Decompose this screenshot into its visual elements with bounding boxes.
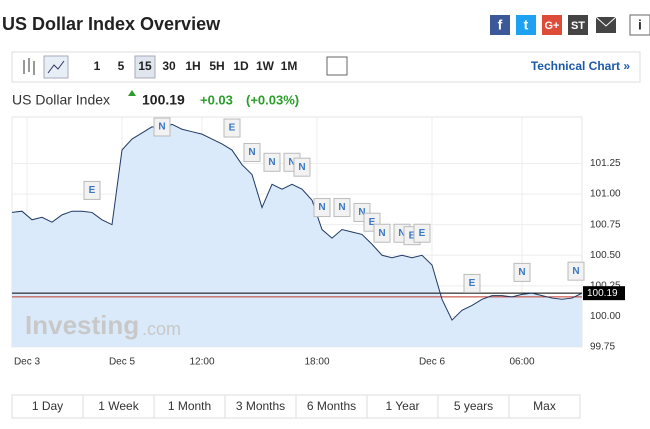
range-button-label: 1 Month <box>168 399 211 413</box>
share-icon-label: G+ <box>545 20 560 32</box>
interval-button[interactable]: 1H <box>185 59 200 73</box>
interval-button[interactable]: 15 <box>138 59 152 73</box>
quote-change-pct: (+0.03%) <box>246 92 299 107</box>
x-tick-label: 18:00 <box>304 357 329 368</box>
event-flag-label: E <box>419 228 426 239</box>
event-flag-label: E <box>229 123 236 134</box>
event-flag[interactable] <box>153 117 171 137</box>
line-icon-glyph <box>47 60 65 74</box>
x-tick-label: Dec 6 <box>419 357 446 368</box>
share-icon-label: t <box>524 17 529 33</box>
interval-button[interactable]: 1 <box>94 59 101 73</box>
range-button-label: 3 Months <box>236 399 285 413</box>
event-flag[interactable] <box>333 198 351 218</box>
share-icon[interactable] <box>516 15 536 35</box>
y-tick-label: 101.00 <box>590 189 621 200</box>
interval-button[interactable]: 30 <box>162 59 176 73</box>
toolbar <box>11 51 641 83</box>
up-arrow <box>128 90 136 96</box>
range-button-label: 1 Day <box>32 399 63 413</box>
interval-button[interactable]: 5 <box>118 59 125 73</box>
y-tick-label: 99.75 <box>590 342 615 353</box>
interval-button[interactable]: 1W <box>256 59 275 73</box>
event-flag-label: N <box>268 157 275 168</box>
interval-active <box>134 55 156 79</box>
range-button-label: 1 Week <box>98 399 139 413</box>
event-flag[interactable] <box>413 223 431 243</box>
event-flag-label: E <box>469 278 476 289</box>
event-flag-label: N <box>158 122 165 133</box>
y-tick-label: 100.75 <box>590 219 621 230</box>
y-tick-label: 100.00 <box>590 311 621 322</box>
x-tick-label: 12:00 <box>189 357 214 368</box>
event-flag[interactable] <box>293 157 311 177</box>
range-button[interactable] <box>508 394 581 419</box>
page-title: US Dollar Index Overview <box>2 14 221 34</box>
quote-change: +0.03 <box>200 92 233 107</box>
event-flag[interactable] <box>263 152 281 172</box>
event-flag[interactable] <box>313 198 331 218</box>
event-flag-label: N <box>398 228 405 239</box>
y-tick-label: 100.25 <box>590 280 621 291</box>
share-icon-label: ST <box>571 20 585 32</box>
range-button-label: 6 Months <box>307 399 356 413</box>
event-flag-label: E <box>409 230 416 241</box>
line <box>11 123 583 321</box>
x-tick-label: Dec 3 <box>14 357 41 368</box>
share-icon-label: i <box>638 17 642 33</box>
watermark-suffix: .com <box>142 319 181 339</box>
event-flag[interactable] <box>463 273 481 293</box>
candle-icon[interactable] <box>23 58 35 75</box>
event-flag-label: N <box>248 147 255 158</box>
range-button-label: 5 years <box>454 399 493 413</box>
event-flag[interactable] <box>243 143 261 162</box>
event-flag[interactable] <box>83 180 101 200</box>
share-icon[interactable] <box>568 15 588 35</box>
price-box-label: 100.19 <box>587 288 618 299</box>
share-icon[interactable] <box>629 14 650 36</box>
y-tick-label: 101.25 <box>590 158 621 169</box>
event-flag[interactable] <box>513 262 531 282</box>
mail-flap <box>595 16 617 27</box>
event-flag-label: E <box>89 185 96 196</box>
event-flag-label: N <box>572 266 579 277</box>
event-flag[interactable] <box>567 261 585 281</box>
event-flag-label: N <box>288 157 295 168</box>
share-icon[interactable] <box>542 15 562 35</box>
event-flag-label: N <box>518 267 525 278</box>
event-flag-label: N <box>378 228 385 239</box>
settings-icon[interactable] <box>326 56 348 76</box>
event-flag-label: N <box>298 162 305 173</box>
quote-price: 100.19 <box>142 92 185 108</box>
technical-chart-link[interactable]: Technical Chart » <box>531 59 630 73</box>
range-button-label: Max <box>533 399 556 413</box>
watermark: Investing <box>25 310 139 340</box>
share-icon-label: f <box>498 17 503 33</box>
interval-button[interactable]: 1M <box>281 59 298 73</box>
event-flag[interactable] <box>223 118 241 138</box>
quote-name: US Dollar Index <box>12 92 110 108</box>
event-flag-label: E <box>369 217 376 228</box>
event-flag-label: N <box>338 202 345 213</box>
x-tick-label: Dec 5 <box>109 357 136 368</box>
y-tick-label: 100.50 <box>590 250 621 261</box>
price-box <box>583 286 625 301</box>
interval-button[interactable]: 1D <box>233 59 249 73</box>
interval-button[interactable]: 5H <box>209 59 224 73</box>
share-icon[interactable] <box>490 15 510 35</box>
x-tick-label: 06:00 <box>509 357 534 368</box>
event-flag-label: N <box>318 202 325 213</box>
event-flag-label: N <box>358 207 365 218</box>
event-flag[interactable] <box>373 223 391 243</box>
range-button-label: 1 Year <box>385 399 419 413</box>
